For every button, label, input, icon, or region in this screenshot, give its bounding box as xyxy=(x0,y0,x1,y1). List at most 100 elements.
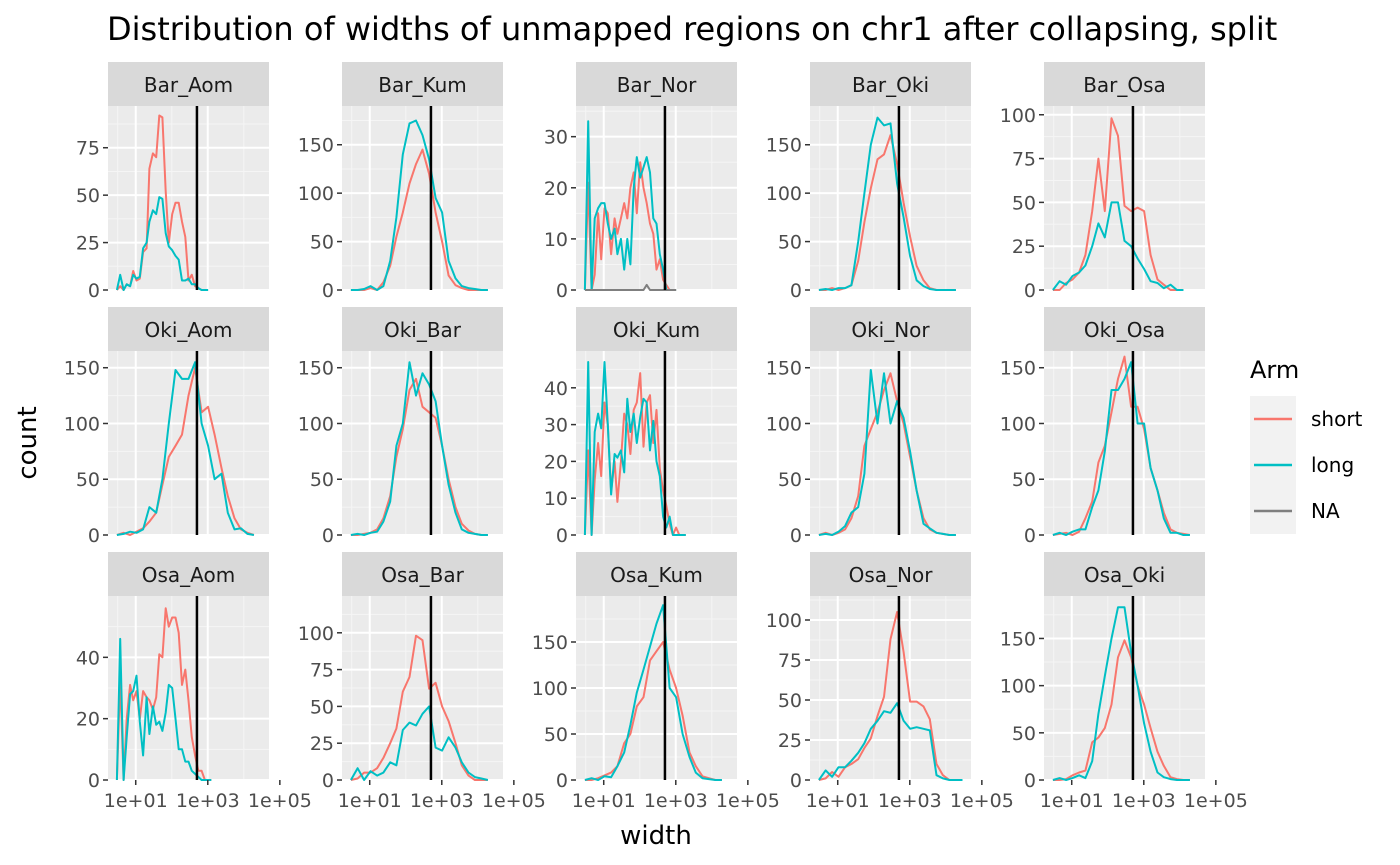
facet-strip xyxy=(576,62,737,106)
series-line-long xyxy=(583,120,677,291)
facet-strip xyxy=(1044,307,1205,351)
facet-label: Bar_Aom xyxy=(144,73,233,97)
series-line-long xyxy=(350,119,488,291)
facet-strip xyxy=(1044,552,1205,596)
y-tick-label: 0 xyxy=(556,770,568,792)
x-tick-label: 1e+01 xyxy=(338,790,402,812)
panel-Bar_Oki: Bar_Oki 0 50 100 150 xyxy=(766,62,983,302)
y-tick-label: 150 xyxy=(766,358,802,380)
y-tick-label: 50 xyxy=(76,469,100,491)
y-tick-label: 0 xyxy=(322,280,334,302)
y-tick-label: 50 xyxy=(778,232,802,254)
x-tick-label: 1e+03 xyxy=(1112,790,1176,812)
panel-background xyxy=(1044,596,1205,780)
series-line-long xyxy=(818,702,963,781)
y-tick-label: 100 xyxy=(298,413,334,435)
y-tick-label: 0 xyxy=(790,525,802,547)
series-line-short xyxy=(1052,117,1184,291)
legend: Arm short long NA xyxy=(1250,356,1363,534)
y-tick-label: 100 xyxy=(64,413,100,435)
y-tick-label: 0 xyxy=(1024,525,1036,547)
facet-strip xyxy=(108,307,269,351)
panel-Oki_Nor: Oki_Nor 0 50 100 150 xyxy=(766,307,983,547)
panel-Osa_Aom: Osa_Aom 0 20 40 1e+01 1e+03 1e+05 xyxy=(76,552,312,812)
y-tick-label: 100 xyxy=(298,623,334,645)
y-tick-label: 0 xyxy=(556,525,568,547)
series-line-short xyxy=(350,634,488,781)
series-line-long xyxy=(1052,606,1190,781)
y-tick-label: 40 xyxy=(76,647,100,669)
panel-Osa_Bar: Osa_Bar 0 25 50 75 100 1e+01 1e+03 1e+05 xyxy=(298,552,546,812)
y-tick-label: 75 xyxy=(778,650,802,672)
panel-Bar_Nor: Bar_Nor 0 10 20 30 xyxy=(544,62,749,302)
facet-strip xyxy=(108,552,269,596)
y-tick-label: 40 xyxy=(544,378,568,400)
x-tick-label: 1e+03 xyxy=(410,790,474,812)
y-axis-title: count xyxy=(13,406,43,479)
x-tick-label: 1e+05 xyxy=(248,790,312,812)
facet-strip xyxy=(342,307,503,351)
x-tick-label: 1e+01 xyxy=(572,790,636,812)
y-tick-label: 0 xyxy=(556,280,568,302)
legend-label-long: long xyxy=(1311,453,1354,477)
facet-label: Osa_Kum xyxy=(610,563,703,587)
panel-Bar_Osa: Bar_Osa 0 25 50 75 100 xyxy=(1000,62,1217,302)
y-tick-label: 75 xyxy=(310,660,334,682)
panel-Bar_Aom: Bar_Aom 0 25 50 75 xyxy=(76,62,281,302)
facet-panels: Bar_Aom0255075Bar_Kum050100150Bar_Nor010… xyxy=(64,62,1248,812)
y-tick-label: 75 xyxy=(76,138,100,160)
x-tick-label: 1e+01 xyxy=(806,790,870,812)
x-tick-label: 1e+05 xyxy=(716,790,780,812)
y-tick-label: 50 xyxy=(310,232,334,254)
panel-Oki_Aom: Oki_Aom 0 50 100 150 xyxy=(64,307,281,547)
y-tick-label: 10 xyxy=(544,488,568,510)
y-tick-label: 100 xyxy=(1000,105,1036,127)
series-line-long xyxy=(116,361,255,536)
facet-strip xyxy=(576,552,737,596)
facet-label: Osa_Aom xyxy=(142,563,235,587)
legend-items: short long NA xyxy=(1250,396,1363,534)
y-tick-label: 0 xyxy=(1024,280,1036,302)
series-line-NA xyxy=(584,283,677,291)
facet-label: Oki_Aom xyxy=(145,318,233,342)
facet-label: Osa_Nor xyxy=(849,563,934,587)
y-tick-label: 150 xyxy=(64,358,100,380)
panel-background xyxy=(810,596,971,780)
x-tick-label: 1e+01 xyxy=(1040,790,1104,812)
y-tick-label: 0 xyxy=(88,280,100,302)
y-tick-label: 25 xyxy=(1012,236,1036,258)
y-tick-label: 150 xyxy=(1000,358,1036,380)
facet-strip xyxy=(810,62,971,106)
chart-title: Distribution of widths of unmapped regio… xyxy=(107,10,1277,48)
facet-label: Oki_Bar xyxy=(384,318,462,342)
y-tick-label: 100 xyxy=(532,678,568,700)
legend-label-short: short xyxy=(1311,407,1363,431)
y-tick-label: 25 xyxy=(310,733,334,755)
x-tick-label: 1e+05 xyxy=(1184,790,1248,812)
facet-strip xyxy=(108,62,269,106)
y-tick-label: 150 xyxy=(1000,628,1036,650)
series-line-long xyxy=(818,369,956,536)
series-line-short xyxy=(115,607,212,781)
y-tick-label: 50 xyxy=(778,690,802,712)
series-line-long xyxy=(350,705,489,781)
y-tick-label: 150 xyxy=(766,135,802,157)
y-tick-label: 50 xyxy=(544,724,568,746)
legend-label-NA: NA xyxy=(1311,499,1340,523)
y-tick-label: 0 xyxy=(322,525,334,547)
x-tick-label: 1e+03 xyxy=(878,790,942,812)
series-line-short xyxy=(583,161,677,291)
facet-label: Oki_Kum xyxy=(613,318,700,342)
y-tick-label: 50 xyxy=(76,185,100,207)
series-line-long xyxy=(115,196,209,291)
facet-label: Oki_Nor xyxy=(851,318,930,342)
panel-Bar_Kum: Bar_Kum 0 50 100 150 xyxy=(298,62,515,302)
panel-background xyxy=(810,106,971,290)
facet-label: Osa_Bar xyxy=(381,563,464,587)
panel-Oki_Kum: Oki_Kum 0 10 20 30 40 xyxy=(544,307,749,547)
y-tick-label: 100 xyxy=(766,183,802,205)
y-tick-label: 25 xyxy=(778,730,802,752)
facet-strip xyxy=(342,62,503,106)
y-tick-label: 0 xyxy=(88,770,100,792)
